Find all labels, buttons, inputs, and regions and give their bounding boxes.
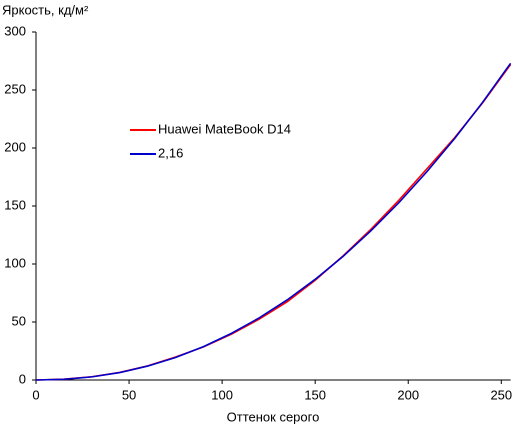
x-tick-label: 0 <box>32 387 39 402</box>
x-tick-label: 250 <box>490 387 512 402</box>
y-tick-label: 150 <box>4 197 26 212</box>
legend-label: 2,16 <box>158 145 183 160</box>
series-line <box>35 62 512 381</box>
y-tick-label: 50 <box>12 313 26 328</box>
legend-label: Huawei MateBook D14 <box>158 121 291 136</box>
series-line <box>35 64 512 381</box>
x-tick-label: 50 <box>122 387 136 402</box>
y-tick-label: 200 <box>4 139 26 154</box>
y-axis-label: Яркость, кд/м² <box>2 2 89 17</box>
y-tick-label: 0 <box>19 371 26 386</box>
y-tick-label: 250 <box>4 81 26 96</box>
x-tick-label: 150 <box>304 387 326 402</box>
x-tick-label: 100 <box>211 387 233 402</box>
y-tick-label: 100 <box>4 255 26 270</box>
y-tick-label: 300 <box>4 23 26 38</box>
x-tick-label: 200 <box>397 387 419 402</box>
x-axis-label: Оттенок серого <box>227 409 320 424</box>
